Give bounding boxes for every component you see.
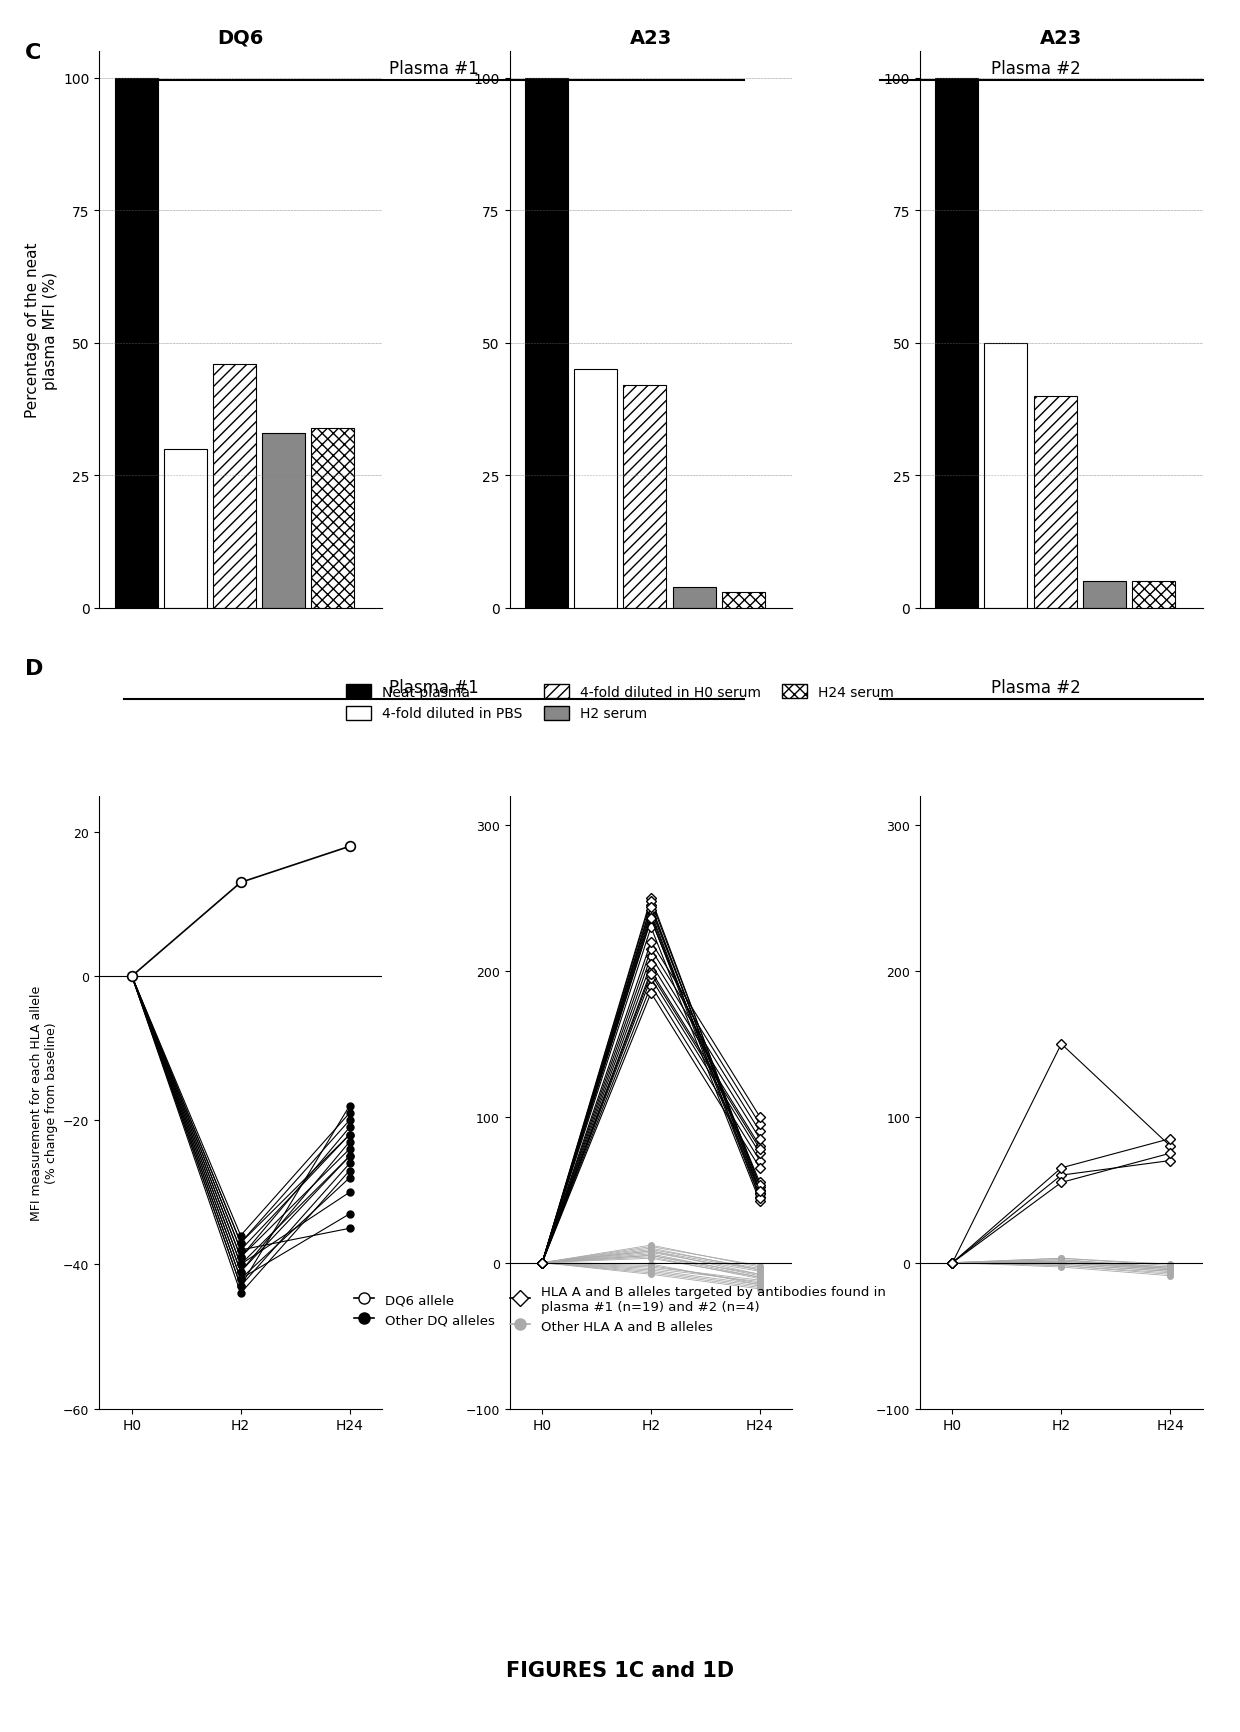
Text: Plasma #2: Plasma #2 [991, 61, 1080, 78]
Bar [672, 587, 715, 608]
Legend: DQ6 allele, Other DQ alleles, HLA A and B alleles targeted by antibodies found i: DQ6 allele, Other DQ alleles, HLA A and … [350, 1280, 890, 1339]
Bar [574, 371, 618, 608]
Text: Plasma #1: Plasma #1 [389, 61, 479, 78]
Bar [624, 386, 666, 608]
Title: A23: A23 [630, 29, 672, 47]
Bar [213, 365, 257, 608]
Bar [262, 433, 305, 608]
Bar [1132, 582, 1176, 608]
Bar [1034, 397, 1076, 608]
Legend: Neat plasma, 4-fold diluted in PBS, 4-fold diluted in H0 serum, H2 serum, H24 se: Neat plasma, 4-fold diluted in PBS, 4-fo… [341, 679, 899, 727]
Bar [722, 592, 765, 608]
Text: Plasma #1: Plasma #1 [389, 679, 479, 696]
Title: DQ6: DQ6 [217, 29, 264, 47]
Bar [311, 428, 355, 608]
Text: Plasma #2: Plasma #2 [991, 679, 1080, 696]
Bar [935, 78, 978, 608]
Y-axis label: MFI measurement for each HLA allele
(% change from baseline): MFI measurement for each HLA allele (% c… [30, 986, 57, 1219]
Title: A23: A23 [1040, 29, 1083, 47]
Bar [525, 78, 568, 608]
Bar [985, 343, 1028, 608]
Y-axis label: Percentage of the neat
plasma MFI (%): Percentage of the neat plasma MFI (%) [25, 242, 57, 417]
Text: C: C [25, 43, 41, 64]
Text: D: D [25, 658, 43, 679]
Bar [1083, 582, 1126, 608]
Bar [164, 450, 207, 608]
Text: FIGURES 1C and 1D: FIGURES 1C and 1D [506, 1659, 734, 1680]
Bar [114, 78, 157, 608]
